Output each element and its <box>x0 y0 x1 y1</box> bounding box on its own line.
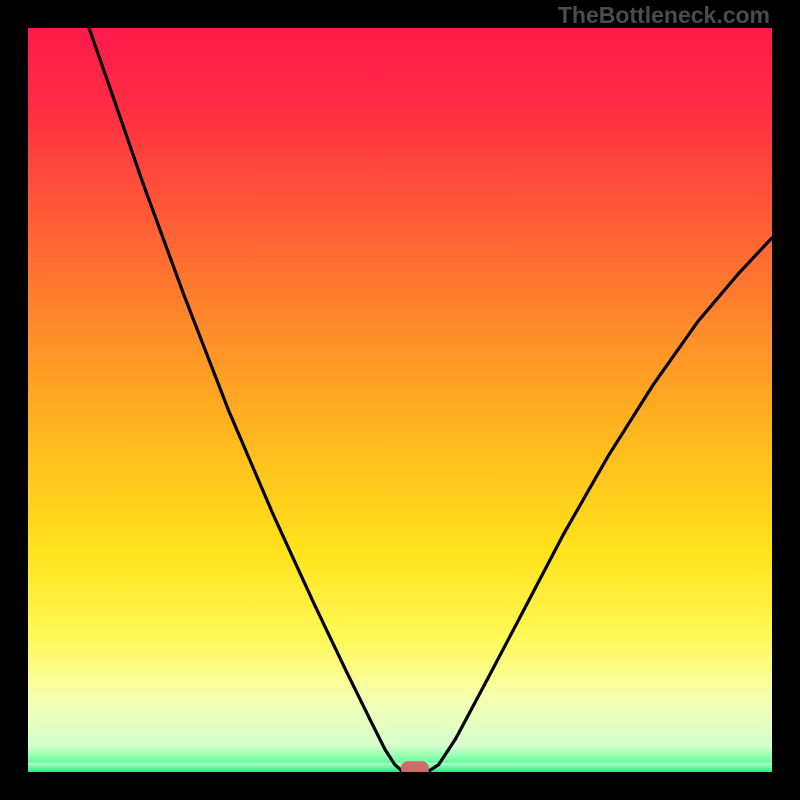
bottleneck-curve <box>28 28 772 772</box>
frame-border-right <box>772 0 800 800</box>
chart-canvas: TheBottleneck.com <box>0 0 800 800</box>
frame-border-bottom <box>0 772 800 800</box>
curve-right-branch <box>430 238 772 771</box>
curve-left-branch <box>89 28 401 771</box>
frame-border-left <box>0 0 28 800</box>
watermark-text: TheBottleneck.com <box>558 2 770 29</box>
optimal-point-marker <box>401 762 429 772</box>
plot-area <box>28 28 772 772</box>
